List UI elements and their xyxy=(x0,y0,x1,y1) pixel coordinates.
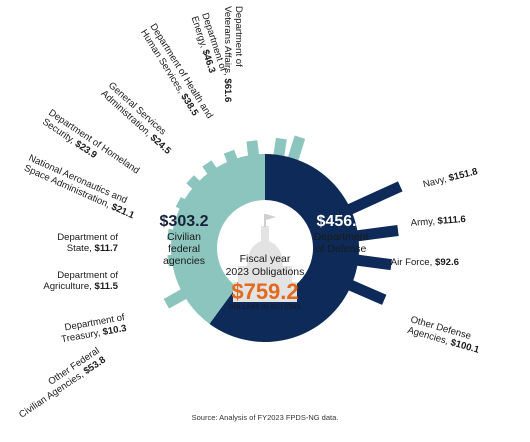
building-body xyxy=(238,266,292,283)
label-defense-3: Other DefenseAgencies, $100.1 xyxy=(406,314,484,356)
label-defense-0: Navy, $151.8 xyxy=(422,166,479,190)
label-civilian-0-line-0: Department of xyxy=(233,6,244,67)
label-defense-0-value: $151.8 xyxy=(445,166,479,185)
defense-total: $456.0 xyxy=(317,213,366,230)
bar-civilian-5 xyxy=(186,175,201,190)
label-civilian-6-line-1: State, $11.7 xyxy=(67,243,118,254)
label-civilian-9: Other FederalCivilian Agencies, $53.8 xyxy=(11,345,108,421)
center-unit: DOLLARS IN BILLIONS xyxy=(229,305,301,311)
donut-slice-civilian xyxy=(170,154,265,324)
building-base xyxy=(233,282,297,292)
label-defense-1-value: $111.6 xyxy=(435,214,467,227)
label-civilian-0: Department ofVeterans Affairs, $61.6 xyxy=(222,6,244,102)
label-defense-2: Air Force, $92.6 xyxy=(391,257,459,268)
label-civilian-7-line-1: Agriculture, $11.5 xyxy=(43,281,118,292)
bar-defense-1 xyxy=(355,225,399,242)
civilian-label-1: federal xyxy=(168,243,200,255)
bar-civilian-0 xyxy=(287,135,306,162)
bar-defense-0 xyxy=(346,181,403,215)
label-civilian-6-line-0: Department of xyxy=(57,232,118,243)
bar-civilian-6 xyxy=(175,197,187,210)
building-flag xyxy=(266,214,276,220)
center-total: $759.2 xyxy=(231,279,298,304)
building-flagpole xyxy=(264,214,266,227)
label-civilian-0-line-1: Veterans Affairs, $61.6 xyxy=(222,6,233,102)
label-civilian-7-value: $11.5 xyxy=(92,281,119,292)
bar-civilian-9 xyxy=(163,288,188,309)
building-steps xyxy=(233,292,297,302)
label-civilian-3: General ServicesAdministration, $24.5 xyxy=(99,80,181,157)
label-defense-0-line-0: Navy, $151.8 xyxy=(422,166,479,190)
label-civilian-8: Department ofTreasury, $10.3 xyxy=(58,312,127,345)
label-defense-2-value: $92.6 xyxy=(432,257,459,268)
label-civilian-7: Department of Agriculture, $11.5 xyxy=(43,270,118,292)
bar-defense-3 xyxy=(347,279,387,305)
center-line1: Fiscal year xyxy=(240,253,291,265)
source-note: Source: Analysis of FY2023 FPDS-NG data. xyxy=(192,413,339,422)
building-dome xyxy=(247,240,283,266)
label-civilian-6: Department of State, $11.7 xyxy=(57,232,118,254)
label-defense-1: Army, $111.6 xyxy=(410,214,466,229)
civilian-label-0: Civilian xyxy=(167,231,201,243)
label-civilian-7-line-0: Department of xyxy=(57,270,118,281)
building-cupola xyxy=(261,226,269,241)
bar-defense-2 xyxy=(355,254,392,271)
defense-label-1: of Defense xyxy=(316,243,367,255)
bar-civilian-2 xyxy=(246,140,260,158)
label-civilian-6-value: $11.7 xyxy=(92,243,118,254)
label-civilian-8-value: $10.3 xyxy=(99,323,127,338)
label-defense-1-line-0: Army, $111.6 xyxy=(410,214,466,229)
bar-civilian-1 xyxy=(273,137,287,158)
label-civilian-9-line-1: Civilian Agencies, $53.8 xyxy=(17,354,108,420)
civilian-label-2: agencies xyxy=(163,255,205,267)
civilian-total: $303.2 xyxy=(160,213,209,230)
label-defense-2-line-0: Air Force, $92.6 xyxy=(391,257,459,268)
label-civilian-0-value: $61.6 xyxy=(222,76,233,103)
defense-label-0: Department xyxy=(314,231,369,243)
center-line2: 2023 Obligations xyxy=(226,266,305,278)
